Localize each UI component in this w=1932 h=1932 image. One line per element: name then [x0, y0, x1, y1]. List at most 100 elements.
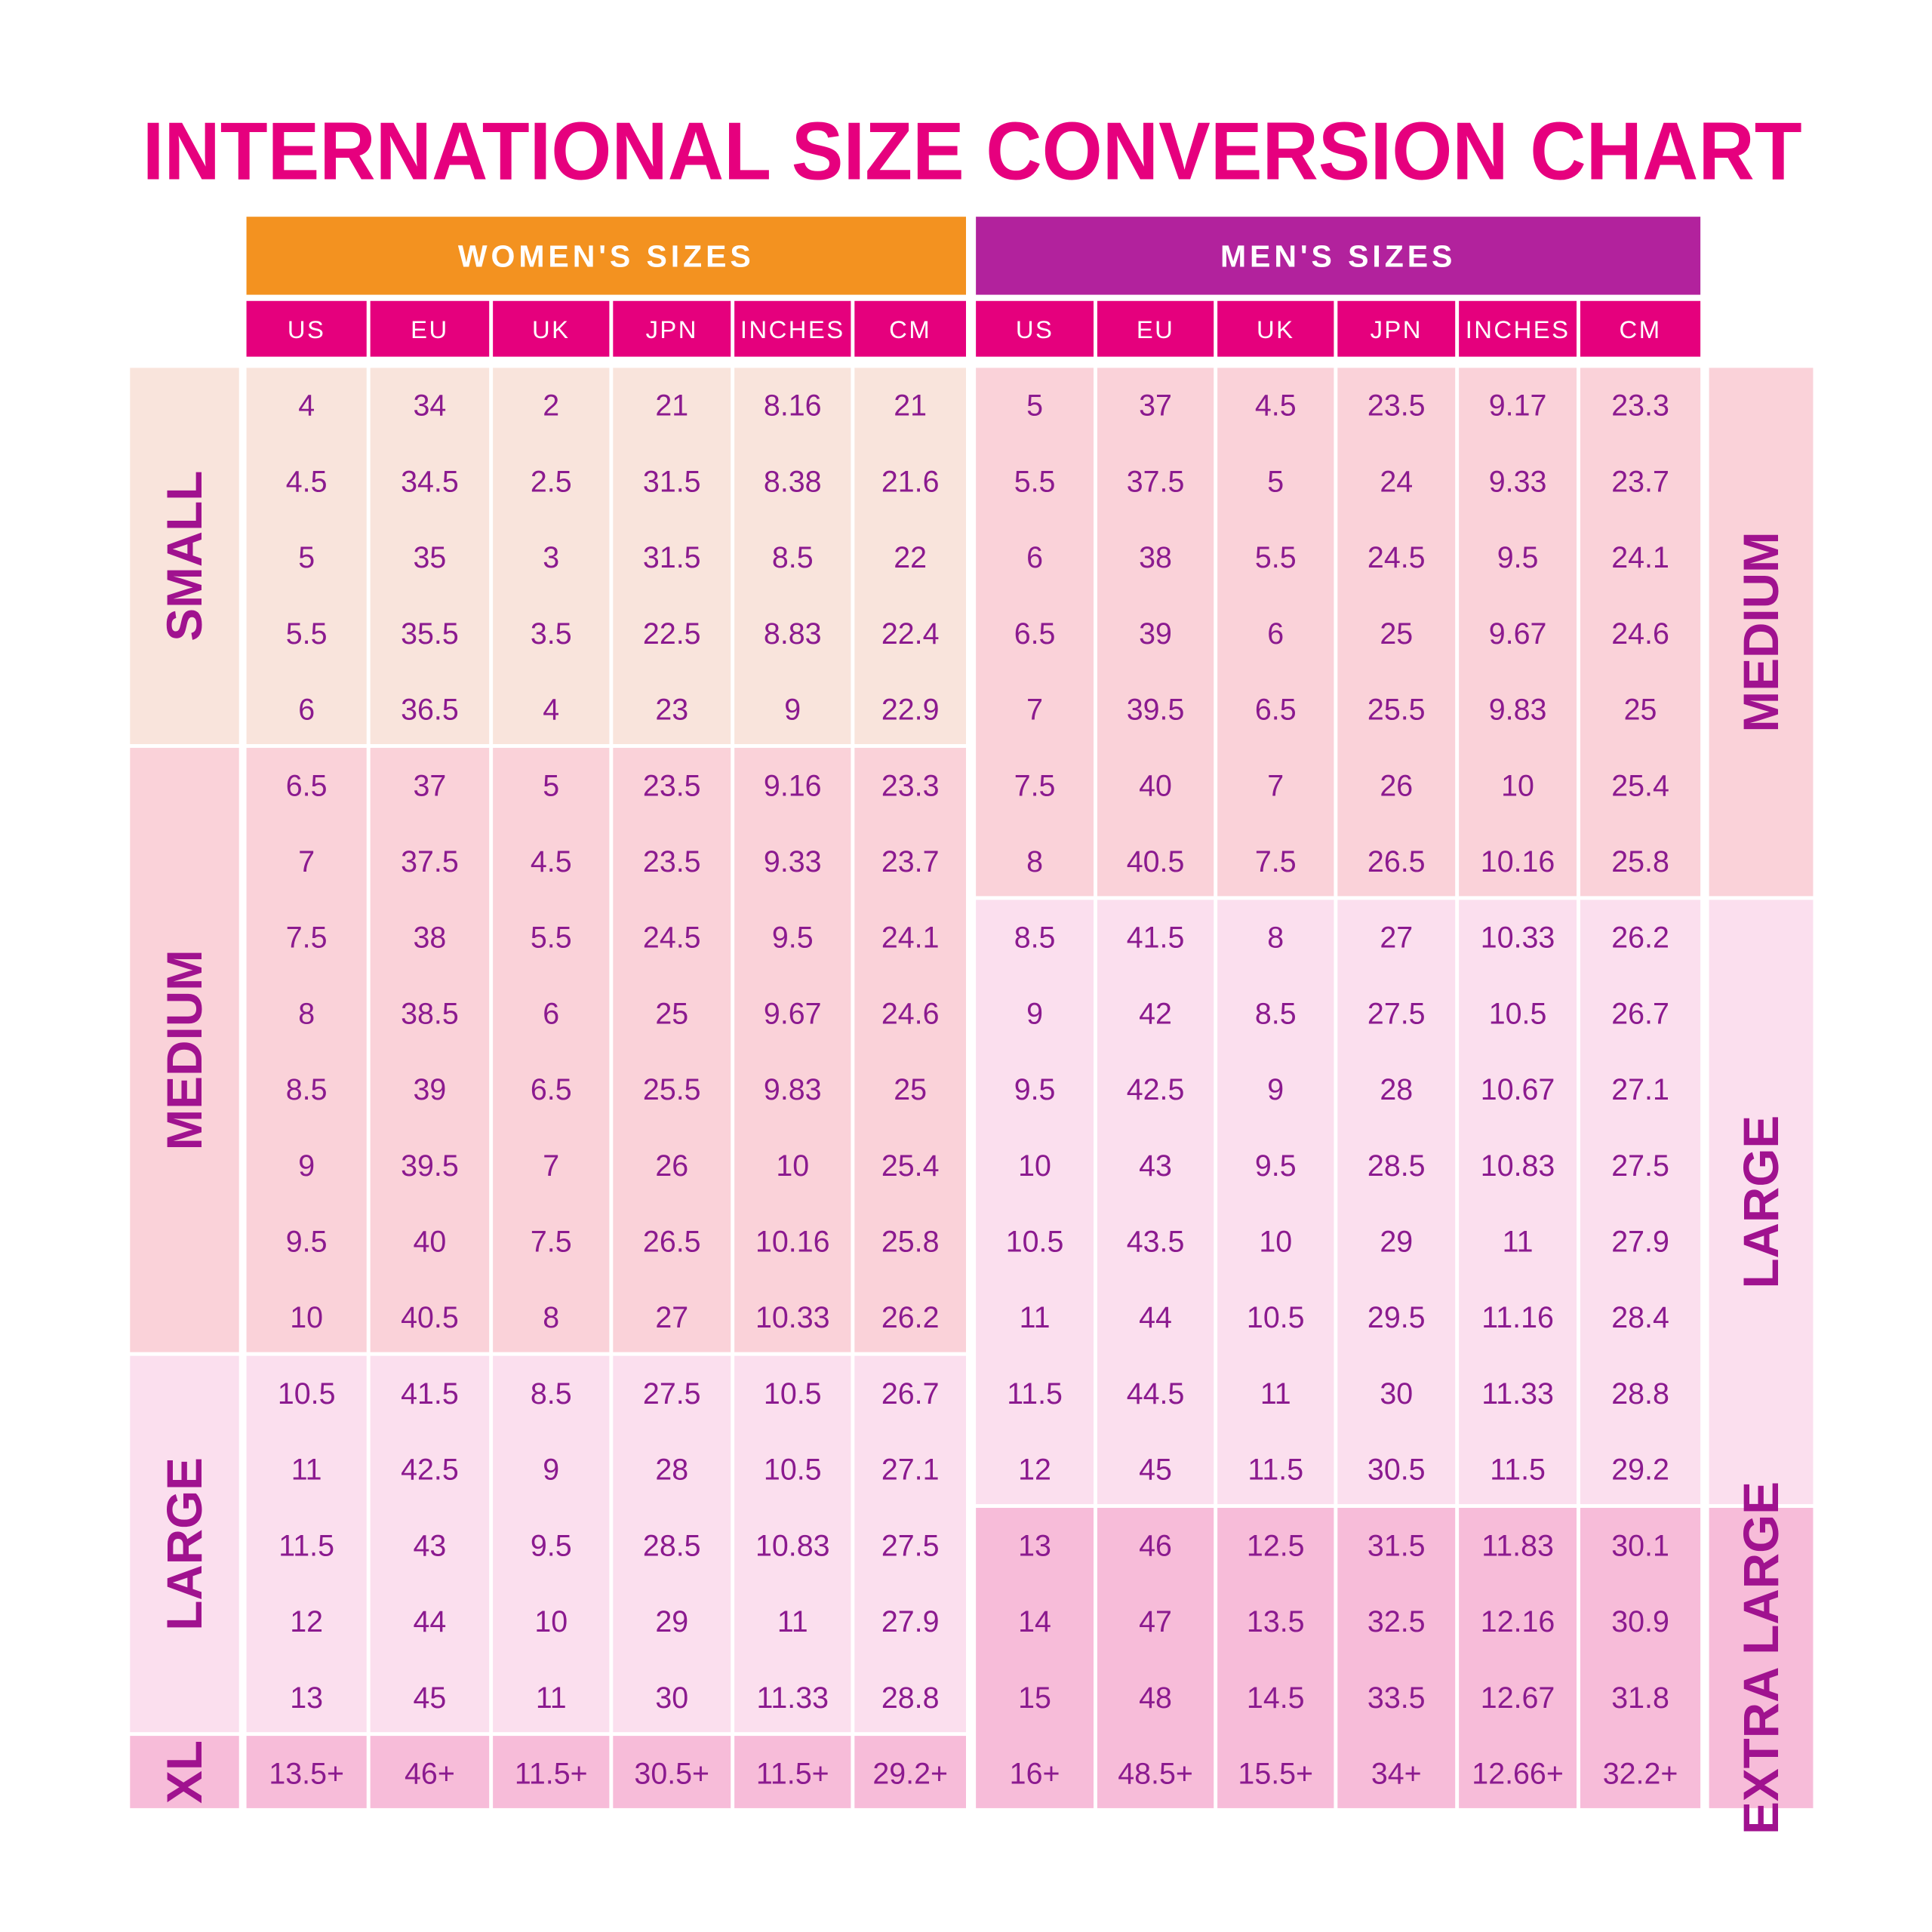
- cell-value: 43.5: [1127, 1226, 1185, 1259]
- cell-value: 10: [776, 1149, 809, 1183]
- cell-value: 31.5: [1367, 1529, 1426, 1562]
- cell-value: 10.16: [755, 1226, 830, 1259]
- cell-value: 39.5: [401, 1149, 459, 1183]
- cell-value: 34.5: [401, 465, 459, 498]
- cell-value: 9.5: [1255, 1149, 1297, 1183]
- column-header-bg: [1459, 300, 1577, 357]
- group-label-bg: [1709, 1507, 1814, 1808]
- cell-value: 32.2+: [1603, 1757, 1678, 1790]
- cell-value: 9.67: [1489, 617, 1547, 651]
- cell-bg: [613, 1736, 731, 1808]
- cell-value: 2: [543, 389, 559, 423]
- cell-value: 8: [298, 997, 315, 1030]
- cell-value: 39.5: [1127, 694, 1185, 727]
- section-header-bg: [976, 217, 1701, 295]
- cell-value: 4: [543, 694, 559, 727]
- cell-value: 44.5: [1127, 1377, 1185, 1411]
- cell-value: 28.8: [1611, 1377, 1669, 1411]
- cell-value: 33.5: [1367, 1681, 1426, 1715]
- cell-value: 16+: [1010, 1757, 1060, 1790]
- cell-value: 9.5: [772, 921, 814, 955]
- group-label: MEDIUM: [1734, 531, 1789, 732]
- cell-value: 24.1: [881, 921, 940, 955]
- chart-title: INTERNATIONAL SIZE CONVERSION CHART: [143, 106, 1802, 197]
- cell-value: 41.5: [1127, 921, 1185, 955]
- cell-value: 30: [655, 1681, 688, 1715]
- cell-value: 9.67: [764, 997, 822, 1030]
- cell-value: 47: [1139, 1605, 1172, 1638]
- group-label: SMALL: [157, 471, 212, 641]
- cell-value: 24.5: [643, 921, 701, 955]
- column-header: JPN: [1371, 315, 1423, 343]
- cell-value: 5.5: [531, 921, 572, 955]
- cell-value: 27.9: [881, 1605, 940, 1638]
- cell-value: 25.4: [1611, 769, 1669, 802]
- cell-value: 23: [655, 694, 688, 727]
- cell-value: 38: [414, 921, 447, 955]
- cell-value: 6.5: [531, 1073, 572, 1106]
- cell-value: 3.5: [531, 617, 572, 651]
- cell-value: 23.5: [1367, 389, 1426, 423]
- cell-value: 5: [298, 541, 315, 574]
- cell-value: 6.5: [1255, 694, 1297, 727]
- cell-value: 10: [1501, 769, 1534, 802]
- cell-value: 37.5: [401, 845, 459, 878]
- cell-value: 24.6: [1611, 617, 1669, 651]
- cell-value: 35.5: [401, 617, 459, 651]
- cell-value: 10.5: [764, 1454, 822, 1487]
- cell-value: 13: [290, 1681, 323, 1715]
- cell-value: 40: [1139, 769, 1172, 802]
- cell-bg: [613, 747, 731, 1352]
- cell-bg: [1217, 1507, 1334, 1808]
- cell-bg: [246, 1736, 367, 1808]
- cell-value: 10.5: [1247, 1301, 1305, 1334]
- cell-value: 21: [894, 389, 927, 423]
- cell-bg: [1580, 1507, 1701, 1808]
- group-label: LARGE: [1734, 1115, 1789, 1289]
- cell-value: 12.16: [1481, 1605, 1555, 1638]
- cell-value: 11: [536, 1681, 567, 1715]
- cell-bg: [1580, 368, 1701, 897]
- cell-bg: [493, 1355, 610, 1733]
- cell-value: 11.33: [1481, 1377, 1554, 1411]
- cell-value: 25.4: [881, 1149, 940, 1183]
- cell-value: 10.83: [1481, 1149, 1555, 1183]
- cell-bg: [246, 368, 367, 744]
- cell-value: 27.9: [1611, 1226, 1669, 1259]
- column-header-bg: [370, 300, 490, 357]
- cell-value: 28.8: [881, 1681, 940, 1715]
- section-header: MEN'S SIZES: [1220, 239, 1456, 274]
- cell-bg: [1580, 900, 1701, 1505]
- cell-value: 29: [655, 1605, 688, 1638]
- column-header: CM: [1620, 315, 1662, 343]
- cell-bg: [1459, 368, 1577, 897]
- cell-value: 10.5: [278, 1377, 336, 1411]
- cell-value: 26: [655, 1149, 688, 1183]
- cell-bg: [1459, 900, 1577, 1505]
- column-header: JPN: [646, 315, 698, 343]
- cell-value: 24.6: [881, 997, 940, 1030]
- cell-value: 35: [414, 541, 447, 574]
- cell-value: 23.7: [1611, 465, 1669, 498]
- group-label: EXTRA LARGE: [1734, 1481, 1789, 1835]
- cell-value: 10.33: [1481, 921, 1555, 955]
- cell-value: 29.5: [1367, 1301, 1426, 1334]
- cell-value: 44: [414, 1605, 447, 1638]
- cell-value: 8.5: [1014, 921, 1056, 955]
- cell-value: 11: [1020, 1301, 1051, 1334]
- cell-value: 30: [1380, 1377, 1413, 1411]
- cell-value: 43: [1139, 1149, 1172, 1183]
- cell-value: 28.4: [1611, 1301, 1669, 1334]
- cell-value: 25.8: [1611, 845, 1669, 878]
- cell-value: 34: [414, 389, 447, 423]
- cell-bg: [734, 1355, 851, 1733]
- cell-bg: [1337, 900, 1456, 1505]
- cell-bg: [613, 368, 731, 744]
- group-label: LARGE: [157, 1457, 212, 1631]
- cell-value: 37.5: [1127, 465, 1185, 498]
- column-header-bg: [1217, 300, 1334, 357]
- cell-value: 9: [1267, 1073, 1284, 1106]
- cell-value: 26.7: [881, 1377, 940, 1411]
